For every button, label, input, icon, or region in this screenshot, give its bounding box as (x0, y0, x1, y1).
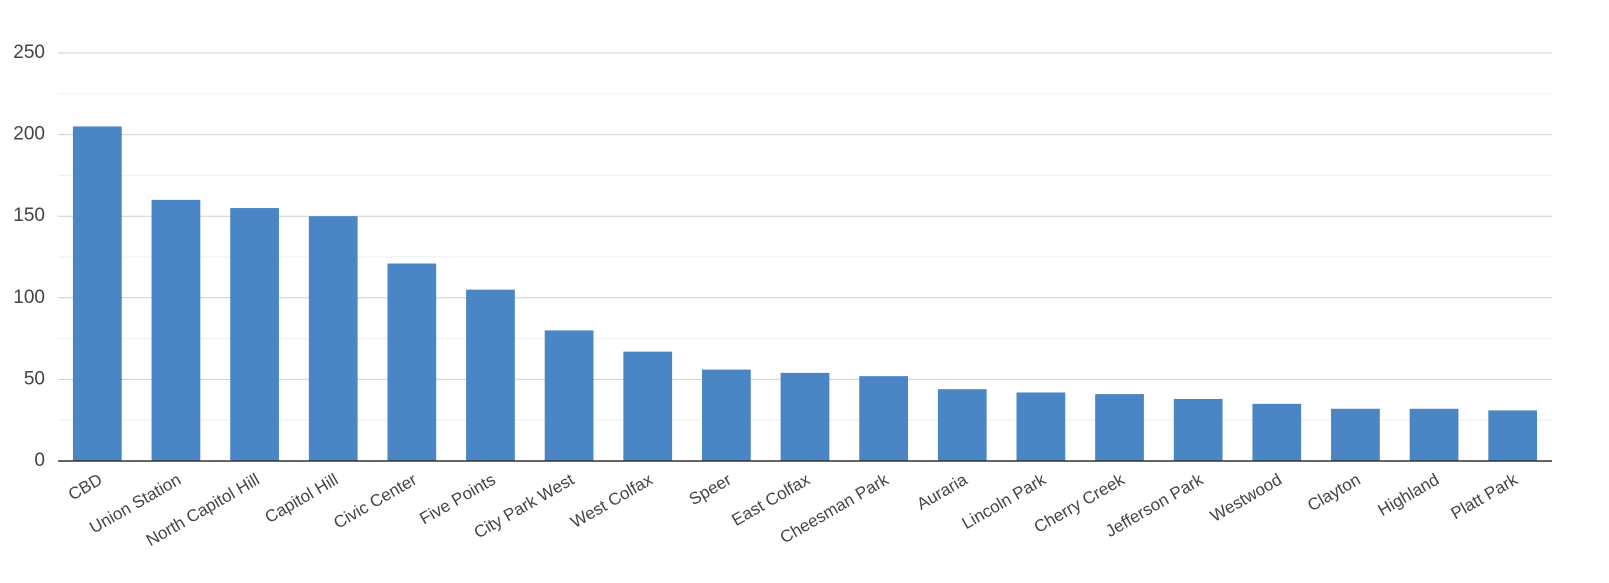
bar (544, 330, 594, 461)
bar (859, 376, 909, 461)
bar (1331, 408, 1380, 461)
bar (1016, 392, 1066, 461)
bar (1488, 410, 1538, 461)
y-tick-label: 100 (13, 287, 45, 308)
x-tick-label: Highland (1375, 470, 1443, 520)
bar (1252, 403, 1302, 461)
bar (151, 199, 201, 461)
bar (780, 372, 830, 461)
bar (1173, 398, 1223, 461)
y-tick-label: 0 (34, 450, 45, 471)
bar (937, 389, 987, 461)
bar (466, 289, 515, 461)
x-tick-label: Civic Center (330, 470, 420, 533)
bar (230, 208, 279, 461)
bar (1095, 394, 1144, 461)
x-tick-label: CBD (65, 470, 106, 504)
bar (387, 263, 437, 461)
bar (72, 126, 122, 461)
bar (308, 216, 358, 461)
x-tick-label: Speer (686, 470, 735, 509)
y-tick-label: 200 (13, 124, 45, 145)
x-tick-label: West Colfax (567, 470, 656, 532)
y-tick-label: 250 (13, 42, 45, 63)
y-tick-label: 150 (13, 205, 45, 226)
x-tick-label: Auraria (914, 470, 971, 514)
bar (701, 369, 751, 461)
x-tick-label: Capitol Hill (262, 470, 342, 527)
x-tick-label: Platt Park (1448, 470, 1522, 524)
y-tick-label: 50 (24, 368, 45, 389)
x-tick-label: Clayton (1304, 470, 1363, 515)
bar (1409, 408, 1459, 461)
x-tick-label: Westwood (1207, 470, 1285, 526)
bar (623, 351, 673, 461)
